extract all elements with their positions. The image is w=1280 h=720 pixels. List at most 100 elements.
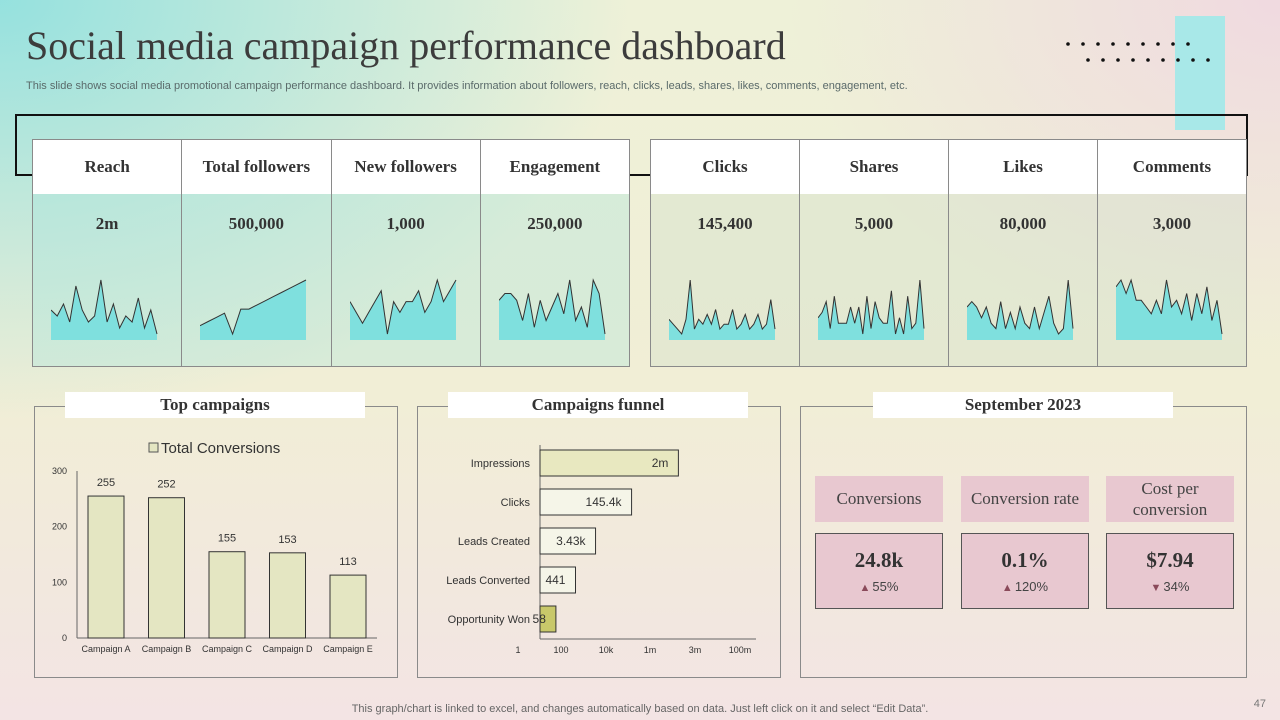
decor-dot: [1176, 58, 1180, 62]
decor-dot: [1066, 42, 1070, 46]
bar-campaign-a: [87, 495, 125, 639]
decor-dot: [1111, 42, 1115, 46]
triangle-up-icon: ▲: [1001, 582, 1013, 594]
sparkline-line: [51, 279, 158, 335]
decor-dot: [1206, 58, 1210, 62]
x-tick-label: Campaign B: [142, 644, 192, 654]
sparkline-line: [349, 278, 456, 335]
sparkline-total-followers: [200, 279, 307, 340]
kpi-box-conversion-rate: 0.1% ▲ 120%: [961, 533, 1089, 609]
decor-dot: [1141, 42, 1145, 46]
funnel-category-label: Leads Created: [458, 536, 530, 548]
y-tick-label: 200: [52, 522, 67, 532]
kpi-value: 24.8k: [854, 548, 904, 572]
decor-dot: [1156, 42, 1160, 46]
sparkline-comments: [1116, 278, 1223, 340]
metric-body: 250,000: [480, 194, 629, 366]
metric-new-followers: New followers 1,000: [331, 140, 481, 366]
bar-value-label: 252: [157, 479, 175, 491]
metric-total-followers: Total followers 500,000: [182, 140, 332, 366]
funnel-category-label: Opportunity Won: [448, 614, 530, 626]
y-tick-label: 100: [52, 577, 67, 587]
kpi-change-value: 34%: [1163, 579, 1190, 594]
x-tick-label: 1m: [644, 645, 657, 655]
metric-label: Shares: [800, 140, 948, 194]
metric-body: 80,000: [949, 194, 1097, 366]
bar-value-label: 113: [339, 556, 357, 568]
sparkline-line: [1116, 278, 1223, 335]
metric-shares: Shares 5,000: [800, 140, 949, 366]
funnel-value-label: 441: [545, 573, 565, 587]
kpi-box-cost-per-conversion: $7.94 ▼ 34%: [1106, 533, 1234, 609]
campaigns-funnel-title: Campaigns funnel: [448, 392, 748, 418]
metric-clicks: Clicks 145,400: [651, 140, 800, 366]
sparkline-line: [818, 279, 925, 335]
footer-note: This graph/chart is linked to excel, and…: [351, 703, 929, 715]
top-campaigns-title: Top campaigns: [65, 392, 365, 418]
funnel-category-label: Impressions: [471, 458, 531, 470]
decor-dot: [1161, 58, 1165, 62]
sparkline-engagement: [498, 278, 606, 340]
top-campaigns-chart: Total Conversions 0 100 200 300 255 Campaign A…: [52, 440, 377, 654]
funnel-bar-clicks: [539, 488, 633, 516]
page-number: 47: [1253, 698, 1266, 710]
sparkline-area: [967, 280, 1073, 340]
metric-label: Likes: [949, 140, 1097, 194]
sparkline-new-followers: [349, 278, 456, 340]
decor-dot: [1086, 58, 1090, 62]
bar-campaign-e: [329, 574, 367, 639]
funnel-value-label: 2m: [652, 456, 669, 470]
decor-dot: [1126, 42, 1130, 46]
metric-label: Engagement: [480, 140, 629, 194]
kpi-value: $7.94: [1146, 548, 1194, 572]
legend-label: Total Conversions: [161, 440, 280, 457]
funnel-bar-opportunity-won: [539, 605, 557, 633]
metric-label: New followers: [331, 140, 480, 194]
x-tick-label: 1: [515, 645, 520, 655]
campaigns-funnel-chart: 1 100 10k 1m 3m 100m Impressions 2m Clicks 145.4k…: [446, 445, 756, 655]
metric-reach: Reach 2m: [33, 140, 183, 366]
kpi-change: ▼ 34%: [1107, 579, 1233, 594]
metric-body: 1,000: [331, 194, 480, 366]
kpi-box-conversions: 24.8k ▲ 55%: [815, 533, 943, 609]
september-title: September 2023: [873, 392, 1173, 418]
x-tick-label: Campaign D: [262, 644, 313, 654]
metric-value: 1,000: [386, 214, 425, 233]
legend-swatch: [148, 442, 159, 453]
kpi-label-cost-per-conversion: Cost per conversion: [1106, 476, 1234, 522]
metric-body: 500,000: [182, 194, 331, 366]
audience-metrics-panel: Reach 2m Total followers 500,000 New followe…: [32, 139, 630, 367]
x-tick-label: Campaign A: [81, 644, 130, 654]
kpi-value: 0.1%: [1001, 548, 1049, 572]
funnel-value-label: 3.43k: [556, 534, 586, 548]
sparkline-area: [1116, 280, 1222, 340]
decor-dot: [1146, 58, 1150, 62]
decor-dot: [1096, 42, 1100, 46]
decor-dot: [1081, 42, 1085, 46]
metric-body: 2m: [33, 194, 182, 366]
funnel-bar-leads-created: [539, 527, 597, 555]
funnel-bar-leads-converted: [539, 566, 576, 594]
metric-value: 145,400: [697, 214, 753, 233]
metric-body: 5,000: [800, 194, 948, 366]
page-title: Social media campaign performance dashbo…: [26, 23, 786, 68]
decor-dot: [1116, 58, 1120, 62]
bar-value-label: 153: [278, 534, 296, 546]
funnel-category-label: Leads Converted: [446, 575, 530, 587]
kpi-change-value: 55%: [872, 579, 899, 594]
bar-value-label: 255: [97, 477, 115, 489]
metric-value: 80,000: [999, 214, 1047, 233]
x-tick-label: Campaign C: [202, 644, 253, 654]
bar-value-label: 155: [218, 533, 236, 545]
funnel-bar-impressions: [539, 449, 679, 477]
kpi-change-value: 120%: [1014, 579, 1049, 594]
sparkline-area: [200, 280, 307, 340]
kpi-change: ▲ 120%: [962, 579, 1088, 594]
decorative-bracket: [15, 114, 1248, 176]
x-tick-label: 10k: [599, 645, 614, 655]
x-tick-label: 100: [553, 645, 568, 655]
decor-dot: [1101, 58, 1105, 62]
sparkline-line: [967, 279, 1074, 335]
sparkline-reach: [51, 279, 158, 340]
metric-label: Total followers: [182, 140, 331, 194]
